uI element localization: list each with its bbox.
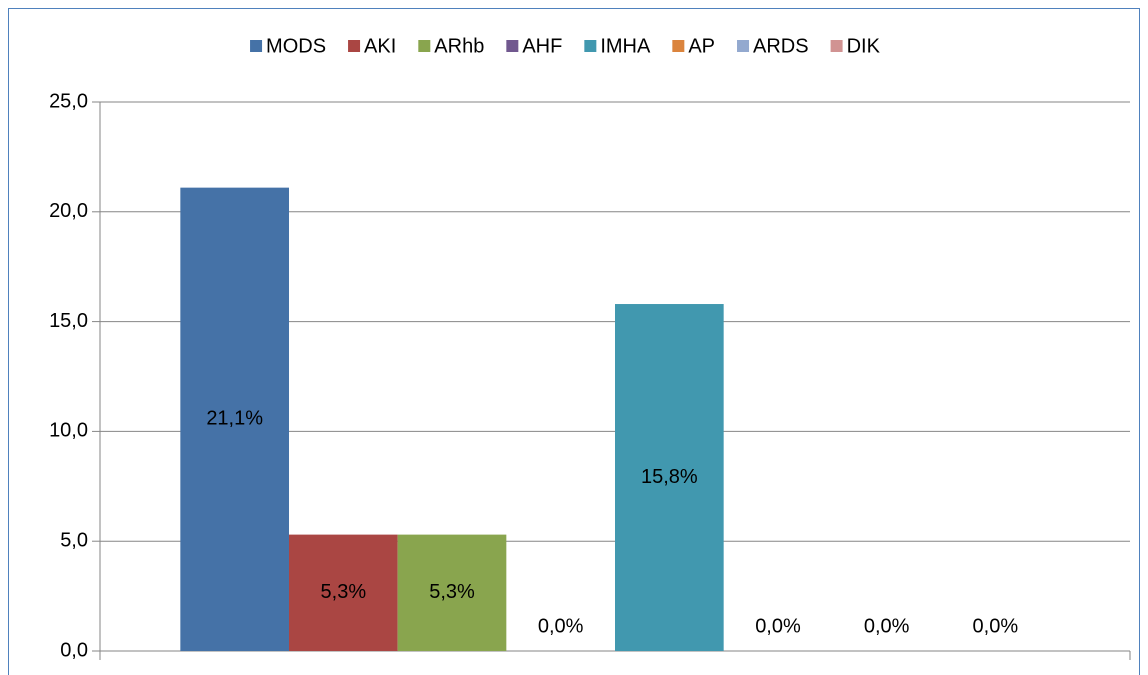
bar: [397, 534, 507, 651]
y-tick-label: 20,0: [49, 200, 88, 222]
legend-swatch: [672, 40, 685, 52]
y-tick-label: 5,0: [60, 529, 88, 551]
legend-label: ARhb: [434, 35, 484, 57]
legend-swatch: [418, 40, 431, 52]
legend-swatch: [737, 40, 750, 52]
bar: [180, 187, 290, 652]
legend-swatch: [250, 40, 263, 52]
legend-label: ARDS: [753, 35, 809, 57]
data-label: 0,0%: [538, 615, 584, 637]
legend-label: MODS: [266, 35, 326, 57]
y-tick-label: 10,0: [49, 420, 88, 442]
legend-swatch: [506, 40, 519, 52]
legend-label: DIK: [847, 35, 881, 57]
data-label: 0,0%: [755, 615, 801, 637]
data-label: 15,8%: [641, 466, 698, 488]
chart-frame: [8, 8, 1140, 675]
legend-label: AKI: [364, 35, 396, 57]
legend-swatch: [348, 40, 361, 52]
data-label: 0,0%: [973, 615, 1019, 637]
y-tick-label: 15,0: [49, 310, 88, 332]
legend-label: IMHA: [600, 35, 651, 57]
data-label: 0,0%: [864, 615, 910, 637]
legend-swatch: [584, 40, 597, 52]
data-label: 5,3%: [321, 581, 367, 603]
bar: [615, 304, 724, 651]
data-label: 5,3%: [429, 581, 475, 603]
bar: [289, 534, 398, 651]
legend-label: AHF: [522, 35, 562, 57]
y-tick-label: 0,0: [60, 639, 88, 661]
data-label: 21,1%: [206, 408, 263, 430]
legend-label: AP: [688, 35, 715, 57]
legend-swatch: [830, 40, 843, 52]
y-tick-label: 25,0: [49, 90, 88, 112]
